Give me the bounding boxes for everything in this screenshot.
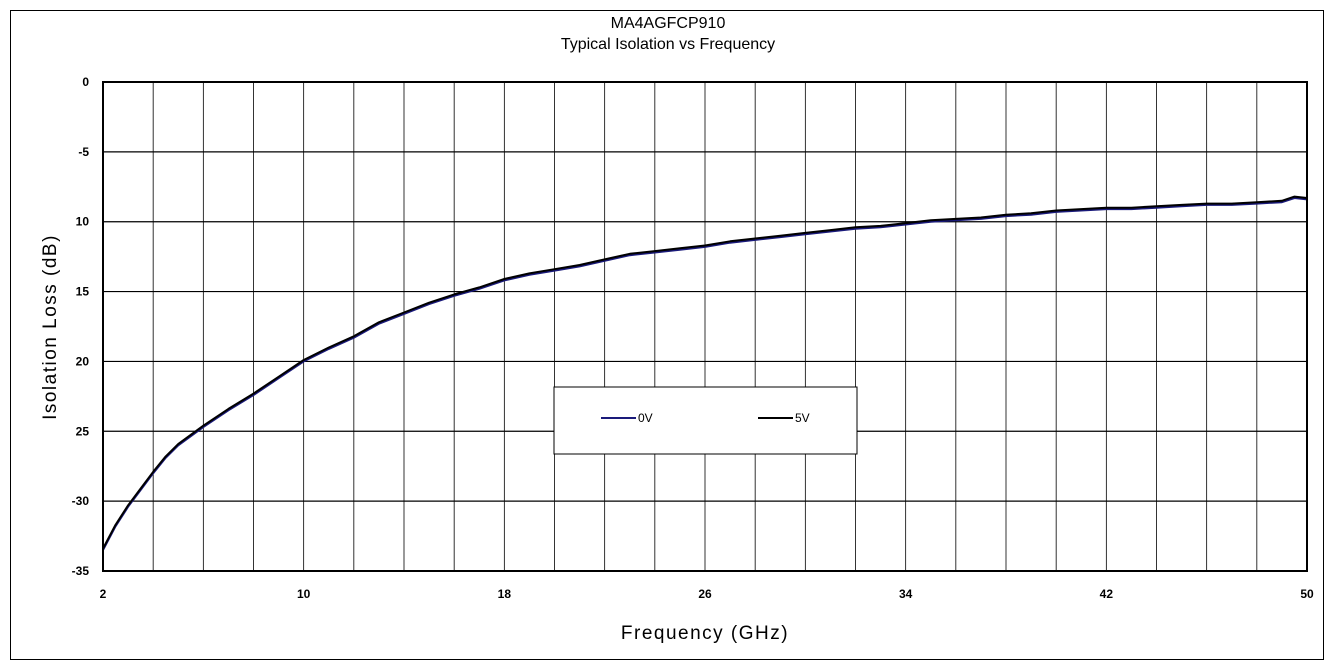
plot-border [102, 81, 1308, 572]
x-axis-title: Frequency (GHz) [621, 623, 789, 644]
legend-label-0v: 0V [638, 411, 653, 425]
y-tick-label: 0 [82, 75, 89, 89]
x-tick-label: 2 [100, 587, 107, 601]
x-tick-label: 34 [899, 587, 913, 601]
x-tick-label: 26 [698, 587, 712, 601]
legend: 0V 5V [553, 386, 858, 455]
y-tick-label: 25 [76, 424, 90, 438]
series-layer [102, 195, 1308, 551]
x-tick-label: 42 [1100, 587, 1114, 601]
y-tick-label: 20 [76, 354, 90, 368]
chart-subtitle: Typical Isolation vs Frequency [561, 36, 775, 53]
y-tick-label: 15 [76, 285, 90, 299]
y-tick-label: 10 [76, 215, 90, 229]
x-tick-label: 10 [297, 587, 311, 601]
y-tick-label: -5 [78, 145, 89, 159]
chart-title: MA4AGFCP910 [611, 15, 726, 32]
x-tick-label: 18 [498, 587, 512, 601]
y-tick-label: -30 [72, 494, 90, 508]
legend-box [553, 386, 858, 455]
y-tick-label: -35 [72, 564, 90, 578]
tick-labels: 2 10 18 26 34 42 50 0 -5 10 15 20 25 -30 -35 [72, 75, 1314, 601]
legend-label-5v: 5V [795, 411, 810, 425]
series-line-0v [102, 197, 1308, 551]
chart-canvas: MA4AGFCP910 Typical Isolation vs Frequen… [40, 15, 1314, 644]
x-tick-label: 50 [1300, 587, 1314, 601]
series-line-5v [102, 195, 1308, 550]
chart-frame: MA4AGFCP910 Typical Isolation vs Frequen… [10, 10, 1324, 660]
y-axis-title: Isolation Loss (dB) [40, 234, 61, 420]
